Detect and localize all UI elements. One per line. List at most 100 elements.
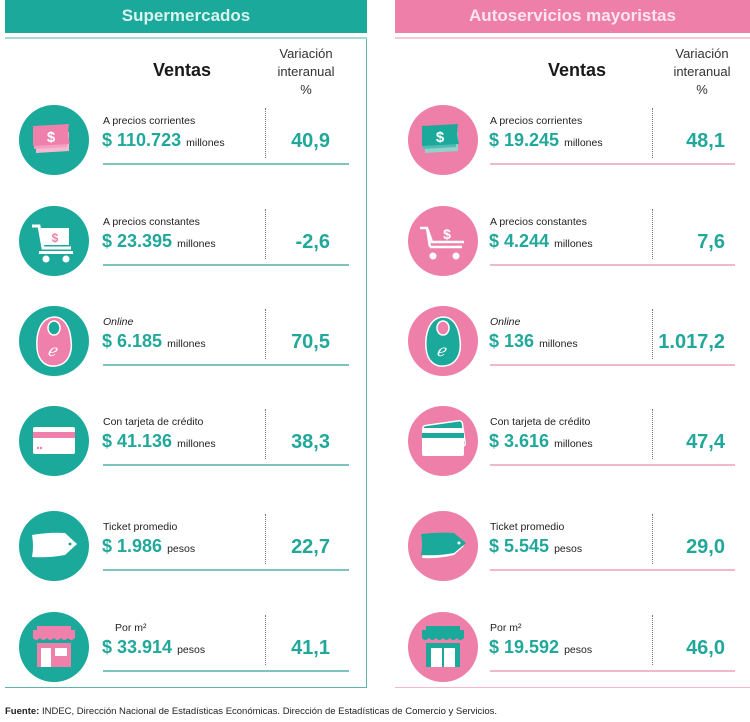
- metric-label: A precios corrientes: [103, 115, 196, 127]
- variation-value: 46,0: [686, 637, 725, 659]
- dotted-divider: [652, 514, 653, 564]
- row-underline: [490, 464, 735, 466]
- metric-amount: $ 19.245 millones: [489, 130, 603, 151]
- online-bag-icon: ℯ: [19, 306, 89, 376]
- row-underline: [490, 670, 735, 672]
- amount-unit: millones: [554, 438, 593, 450]
- metric-row: $ A precios corrientes $ 19.245 millones…: [395, 105, 750, 185]
- online-bag-icon: ℯ: [408, 306, 478, 376]
- svg-text:ℯ: ℯ: [436, 343, 447, 360]
- panel-bottom-border: [5, 686, 367, 688]
- amount-value: $ 19.592: [489, 637, 560, 657]
- dotted-divider: [265, 209, 266, 259]
- amount-unit: millones: [177, 438, 216, 450]
- amount-value: $ 4.244: [489, 231, 550, 251]
- column-header-ventas: Ventas: [548, 60, 607, 80]
- row-underline: [490, 163, 735, 165]
- amount-unit: pesos: [564, 644, 593, 656]
- dotted-divider: [652, 209, 653, 259]
- dotted-divider: [265, 108, 266, 158]
- dotted-divider: [265, 615, 266, 665]
- variation-value: 47,4: [686, 431, 725, 453]
- row-underline: [103, 264, 349, 266]
- amount-unit: millones: [539, 338, 578, 350]
- metric-row: ℯ Online $ 136 millones 1.017,2: [395, 306, 750, 386]
- money-bills-icon: $: [19, 105, 89, 175]
- amount-value: $ 5.545: [489, 536, 550, 556]
- variation-value: 70,5: [291, 331, 330, 353]
- panel-right-border: [365, 39, 367, 688]
- row-underline: [103, 364, 349, 366]
- variation-value: 7,6: [697, 231, 725, 253]
- column-header-line: interanual: [673, 64, 731, 79]
- panel-title: Supermercados: [5, 0, 367, 33]
- variation-value: 38,3: [291, 431, 330, 453]
- metric-amount: $ 23.395 millones: [102, 231, 216, 252]
- header-divider: [5, 37, 367, 39]
- row-underline: [103, 163, 349, 165]
- amount-unit: millones: [167, 338, 206, 350]
- autoservicios-panel: Autoservicios mayoristas Ventas Variació…: [395, 0, 750, 688]
- metric-row: Con tarjeta de crédito $ 41.136 millones…: [5, 406, 367, 486]
- amount-unit: millones: [186, 137, 225, 149]
- price-tag-icon: [19, 511, 89, 581]
- metric-label: Online: [490, 316, 521, 328]
- variation-value: -2,6: [295, 231, 330, 253]
- metric-row: Por m² $ 33.914 pesos 41,1: [5, 612, 367, 692]
- price-tag-icon: [408, 511, 478, 581]
- amount-unit: pesos: [554, 543, 583, 555]
- metric-row: $ A precios corrientes $ 110.723 millone…: [5, 105, 367, 185]
- amount-value: $ 136: [489, 331, 535, 351]
- header-divider: [395, 37, 750, 39]
- metric-row: Ticket promedio $ 5.545 pesos 29,0: [395, 511, 750, 591]
- metric-amount: $ 3.616 millones: [489, 431, 593, 452]
- metric-label: Ticket promedio: [490, 521, 565, 533]
- amount-unit: pesos: [167, 543, 196, 555]
- row-underline: [490, 569, 735, 571]
- source-footer: Fuente: INDEC, Dirección Nacional de Est…: [5, 706, 497, 717]
- column-header-variacion: Variación interanual %: [657, 45, 747, 99]
- column-header-variacion: Variación interanual %: [261, 45, 351, 99]
- column-header-line: Variación: [279, 46, 333, 61]
- column-header-line: interanual: [277, 64, 335, 79]
- row-underline: [103, 464, 349, 466]
- panel-title: Autoservicios mayoristas: [395, 0, 750, 33]
- amount-unit: millones: [564, 137, 603, 149]
- metric-label: A precios constantes: [103, 216, 200, 228]
- metric-amount: $ 1.986 pesos: [102, 536, 195, 557]
- amount-value: $ 110.723: [102, 130, 182, 150]
- amount-value: $ 19.245: [489, 130, 560, 150]
- metric-amount: $ 19.592 pesos: [489, 637, 592, 658]
- variation-value: 41,1: [291, 637, 330, 659]
- svg-text:ℯ: ℯ: [47, 343, 58, 360]
- amount-unit: millones: [177, 238, 216, 250]
- svg-text:$: $: [436, 129, 445, 146]
- panel-bottom-border: [395, 686, 750, 688]
- amount-value: $ 6.185: [102, 331, 163, 351]
- column-header-ventas: Ventas: [153, 60, 212, 80]
- storefront-icon: [408, 612, 478, 682]
- metric-label: A precios corrientes: [490, 115, 583, 127]
- svg-text:$: $: [47, 129, 56, 146]
- amount-value: $ 3.616: [489, 431, 550, 451]
- amount-value: $ 1.986: [102, 536, 163, 556]
- metric-row: $ A precios constantes $ 4.244 millones …: [395, 206, 750, 286]
- dotted-divider: [652, 309, 653, 359]
- dotted-divider: [652, 409, 653, 459]
- metric-row: Ticket promedio $ 1.986 pesos 22,7: [5, 511, 367, 591]
- metric-label: Con tarjeta de crédito: [103, 416, 204, 428]
- variation-value: 22,7: [291, 536, 330, 558]
- amount-value: $ 41.136: [102, 431, 173, 451]
- metric-row: ℯ Online $ 6.185 millones 70,5: [5, 306, 367, 386]
- variation-value: 29,0: [686, 536, 725, 558]
- amount-value: $ 23.395: [102, 231, 173, 251]
- source-text: INDEC, Dirección Nacional de Estadística…: [39, 706, 498, 717]
- metric-amount: $ 6.185 millones: [102, 331, 206, 352]
- column-header-line: %: [300, 82, 312, 97]
- column-header-line: %: [696, 82, 708, 97]
- variation-value: 1.017,2: [658, 331, 725, 353]
- variation-value: 48,1: [686, 130, 725, 152]
- row-underline: [490, 364, 735, 366]
- metric-label: A precios constantes: [490, 216, 587, 228]
- source-label: Fuente:: [5, 706, 40, 717]
